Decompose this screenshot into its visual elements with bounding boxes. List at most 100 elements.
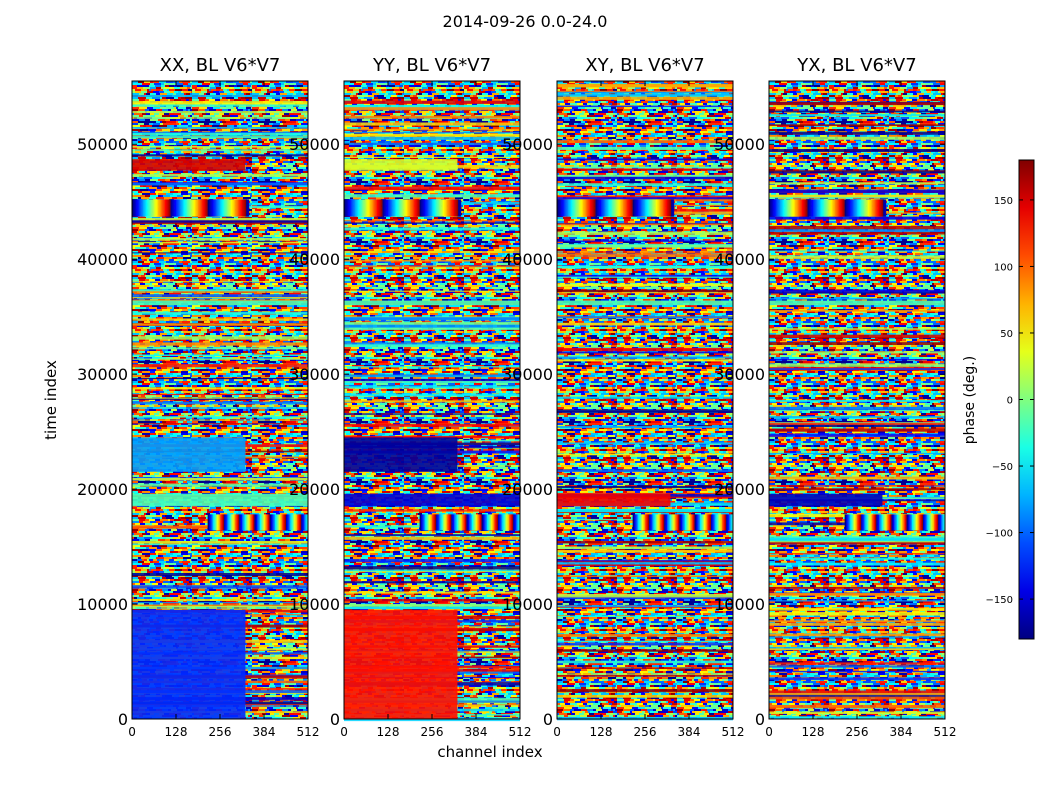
colorbar-tick-label: 150 — [994, 196, 1013, 207]
fringe-cell — [636, 199, 639, 217]
band-stripe — [769, 600, 945, 602]
x-tick-label: 256 — [634, 725, 657, 739]
fringe-cell — [902, 514, 905, 531]
band-stripe — [132, 342, 308, 346]
band-stripe — [557, 643, 733, 646]
band-stripe — [769, 409, 945, 412]
band-stripe — [557, 356, 733, 359]
band-stripe — [557, 251, 733, 253]
fringe-cell — [149, 199, 152, 217]
fringe-cell — [698, 514, 701, 531]
fringe-cell — [789, 199, 792, 217]
fringe-cell — [627, 199, 629, 217]
fringe-cell — [437, 199, 440, 217]
fringe-cell — [301, 514, 303, 531]
fringe-cell — [452, 514, 455, 531]
x-tick-label: 0 — [340, 725, 348, 739]
fringe-cell — [869, 199, 872, 217]
band-stripe — [557, 90, 733, 92]
fringe-cell — [199, 199, 202, 217]
fringe-cell — [224, 514, 226, 531]
fringe-cell — [247, 514, 250, 531]
phase-region — [132, 437, 246, 472]
fringe-cell — [441, 199, 444, 217]
band-stripe — [769, 536, 945, 540]
fringe-cell — [471, 514, 474, 531]
band-stripe — [344, 581, 520, 584]
band-stripe — [769, 334, 945, 339]
band-stripe — [132, 219, 308, 223]
fringe-cell — [451, 514, 453, 531]
panel-background — [557, 81, 733, 719]
band-stripe — [132, 423, 308, 425]
band-stripe — [769, 620, 945, 623]
fringe-cell — [291, 514, 294, 531]
band-stripe — [557, 283, 733, 287]
fringe-cell — [444, 514, 447, 531]
fringe-cell — [169, 199, 171, 217]
fringe-cell — [134, 199, 137, 217]
fringe-cell — [225, 514, 228, 531]
band-stripe — [557, 593, 733, 598]
fringe-cell — [843, 199, 845, 217]
band-stripe — [769, 557, 945, 560]
fringe-cell — [865, 514, 867, 531]
band-stripe — [769, 696, 945, 700]
fringe-cell — [634, 199, 636, 217]
fringe-cell — [394, 199, 397, 217]
fringe-cell — [660, 199, 662, 217]
band-stripe — [344, 156, 520, 158]
band-stripe — [769, 428, 945, 432]
fringe-cell — [715, 514, 717, 531]
fringe-cell — [513, 514, 515, 531]
y-tick-label: 10000 — [289, 595, 340, 614]
fringe-cell — [870, 514, 873, 531]
fringe-cell — [680, 514, 683, 531]
fringe-cell — [777, 199, 779, 217]
fringe-cell — [690, 514, 693, 531]
fringe-cell — [620, 199, 622, 217]
fringe-cell — [151, 199, 153, 217]
fringe-cell — [372, 199, 375, 217]
fringe-cell — [573, 199, 576, 217]
phase-region — [132, 159, 246, 171]
fringe-cell — [392, 199, 394, 217]
band-stripe — [132, 145, 308, 148]
fringe-cell — [478, 514, 481, 531]
band-stripe — [557, 255, 733, 257]
fringe-cell — [221, 514, 224, 531]
phase-region — [344, 300, 520, 306]
fringe-cell — [433, 514, 436, 531]
fringe-cell — [920, 514, 922, 531]
band-stripe — [344, 366, 520, 368]
band-stripe — [769, 368, 945, 370]
band-stripe — [769, 114, 945, 117]
fringe-cell — [877, 514, 880, 531]
fringe-cell — [244, 199, 247, 217]
fringe-cell — [246, 514, 248, 531]
fringe-cell — [192, 199, 195, 217]
fringe-cell — [892, 514, 895, 531]
band-stripe — [557, 289, 733, 293]
band-stripe — [344, 100, 520, 105]
fringe-cell — [427, 199, 430, 217]
fringe-cell — [405, 199, 408, 217]
fringe-cell — [469, 514, 471, 531]
fringe-cell — [440, 514, 442, 531]
band-stripe — [132, 398, 308, 400]
fringe-cell — [511, 514, 514, 531]
fringe-cell — [700, 514, 702, 531]
x-tick-label: 0 — [128, 725, 136, 739]
fringe-cell — [463, 514, 466, 531]
colorbar-tick-label: −50 — [992, 462, 1013, 473]
band-stripe — [132, 364, 308, 368]
band-stripe — [344, 115, 520, 119]
fringe-cell — [686, 514, 688, 531]
fringe-cell — [639, 514, 642, 531]
fringe-cell — [165, 199, 167, 217]
fringe-cell — [903, 514, 906, 531]
fringe-cell — [492, 514, 495, 531]
fringe-cell — [802, 199, 804, 217]
fringe-cell — [694, 514, 697, 531]
band-stripe — [557, 197, 733, 200]
